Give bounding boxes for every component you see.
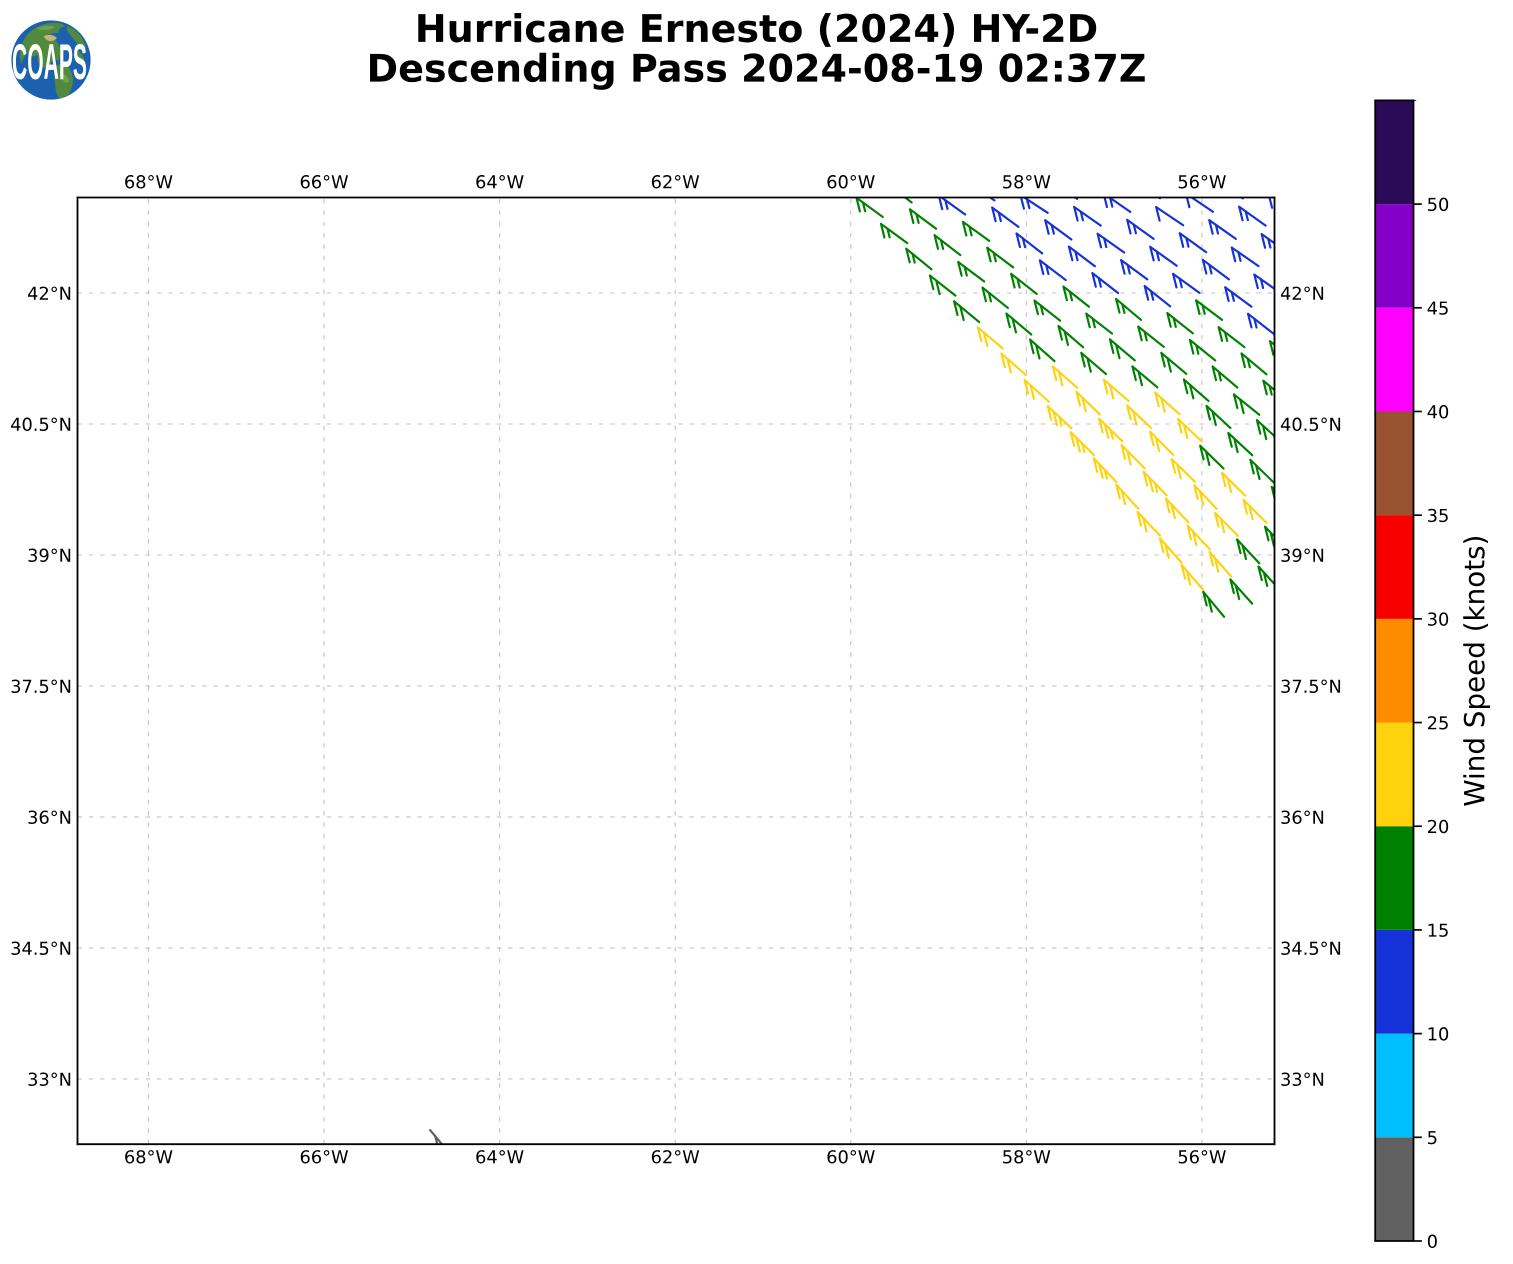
svg-text:COAPS: COAPS	[12, 33, 87, 90]
